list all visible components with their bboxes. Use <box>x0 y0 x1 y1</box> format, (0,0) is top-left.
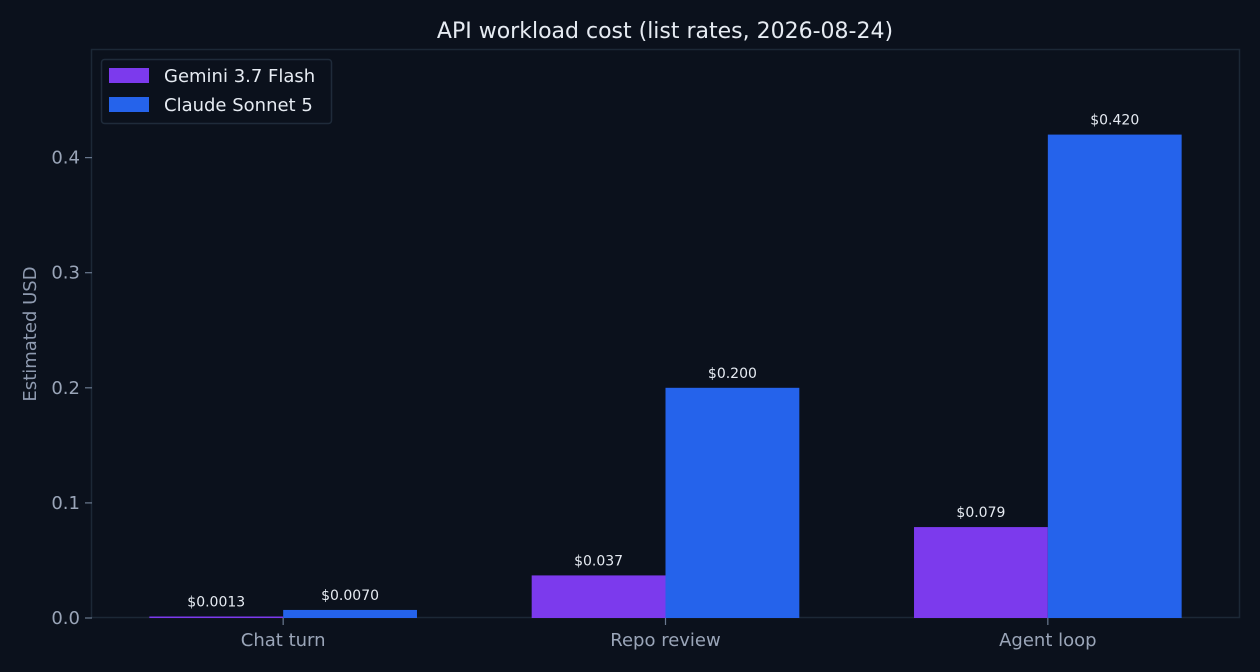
bar[interactable] <box>1047 134 1182 618</box>
bar[interactable] <box>665 387 800 618</box>
bar[interactable] <box>283 609 417 618</box>
legend[interactable]: Gemini 3.7 Flash Claude Sonnet 5 <box>100 58 333 125</box>
bar[interactable] <box>531 575 666 618</box>
y-axis: 0.0 0.1 0.2 0.3 0.4 <box>51 148 92 629</box>
y-axis-label: Estimated USD <box>20 266 41 401</box>
x-tick-label: Repo review <box>610 630 720 651</box>
x-tick-label: Agent loop <box>999 630 1096 651</box>
legend-swatch-claude <box>109 97 149 112</box>
bar-value-label: $0.420 <box>1090 113 1139 129</box>
legend-label-gemini: Gemini 3.7 Flash <box>164 66 315 87</box>
bar[interactable] <box>149 616 284 618</box>
chart-title: API workload cost (list rates, 2026-08-2… <box>437 19 893 44</box>
y-tick-label: 0.3 <box>51 263 80 284</box>
legend-swatch-gemini <box>109 68 149 83</box>
y-tick-label: 0.4 <box>51 148 80 169</box>
bar-value-label: $0.0070 <box>321 588 379 604</box>
bar-value-label: $0.037 <box>574 553 623 569</box>
data-labels: $0.0013 $0.037 $0.079 $0.0070 $0.200 $0.420 <box>187 113 1139 611</box>
legend-box <box>100 58 333 125</box>
bar-value-label: $0.079 <box>956 505 1005 521</box>
bar-series <box>149 134 1182 618</box>
bar-value-label: $0.200 <box>708 366 757 382</box>
x-axis: Chat turn Repo review Agent loop <box>241 618 1097 651</box>
bar[interactable] <box>914 527 1048 618</box>
bar-value-label: $0.0013 <box>187 595 245 611</box>
x-tick-label: Chat turn <box>241 630 326 651</box>
y-tick-label: 0.0 <box>51 608 80 629</box>
y-tick-label: 0.1 <box>51 493 80 514</box>
legend-label-claude: Claude Sonnet 5 <box>164 95 313 116</box>
y-tick-label: 0.2 <box>51 378 80 399</box>
